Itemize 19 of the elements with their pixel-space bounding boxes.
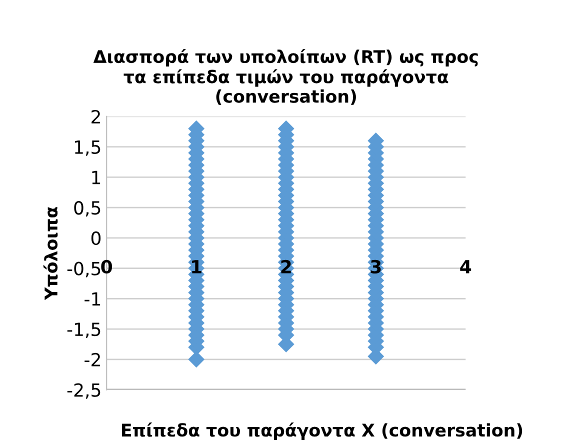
- y-axis-title: Υπόλοιπα: [43, 207, 58, 300]
- y-tick-label: 1: [92, 170, 100, 184]
- y-tick-label: -1,5: [67, 322, 100, 338]
- y-tick-label: 2: [92, 110, 100, 124]
- x-axis-title: Επίπεδα του παράγοντα X (conversation): [122, 422, 522, 440]
- y-tick-label: 0,5: [74, 201, 100, 217]
- y-tick-label: -0,5: [67, 262, 100, 278]
- y-tick-label: -1: [84, 292, 100, 306]
- point: [188, 351, 205, 368]
- chart-title: Διασπορά των υπολοίπων (RT) ως προς τα επίπεδα τιμών του παράγοντα (conversation): [93, 48, 478, 105]
- x-tick-label: 3: [370, 260, 381, 274]
- x-tick-label: 4: [460, 260, 472, 274]
- y-tick-label: 1,5: [75, 140, 100, 156]
- x-tick-label: 0: [101, 260, 112, 274]
- y-tick-label: -2: [84, 352, 100, 366]
- y-tick-label: 0: [91, 231, 101, 246]
- y-tick-label: -2,5: [67, 383, 100, 399]
- x-tick-label: 2: [281, 260, 291, 274]
- x-tick-label: 1: [192, 260, 202, 274]
